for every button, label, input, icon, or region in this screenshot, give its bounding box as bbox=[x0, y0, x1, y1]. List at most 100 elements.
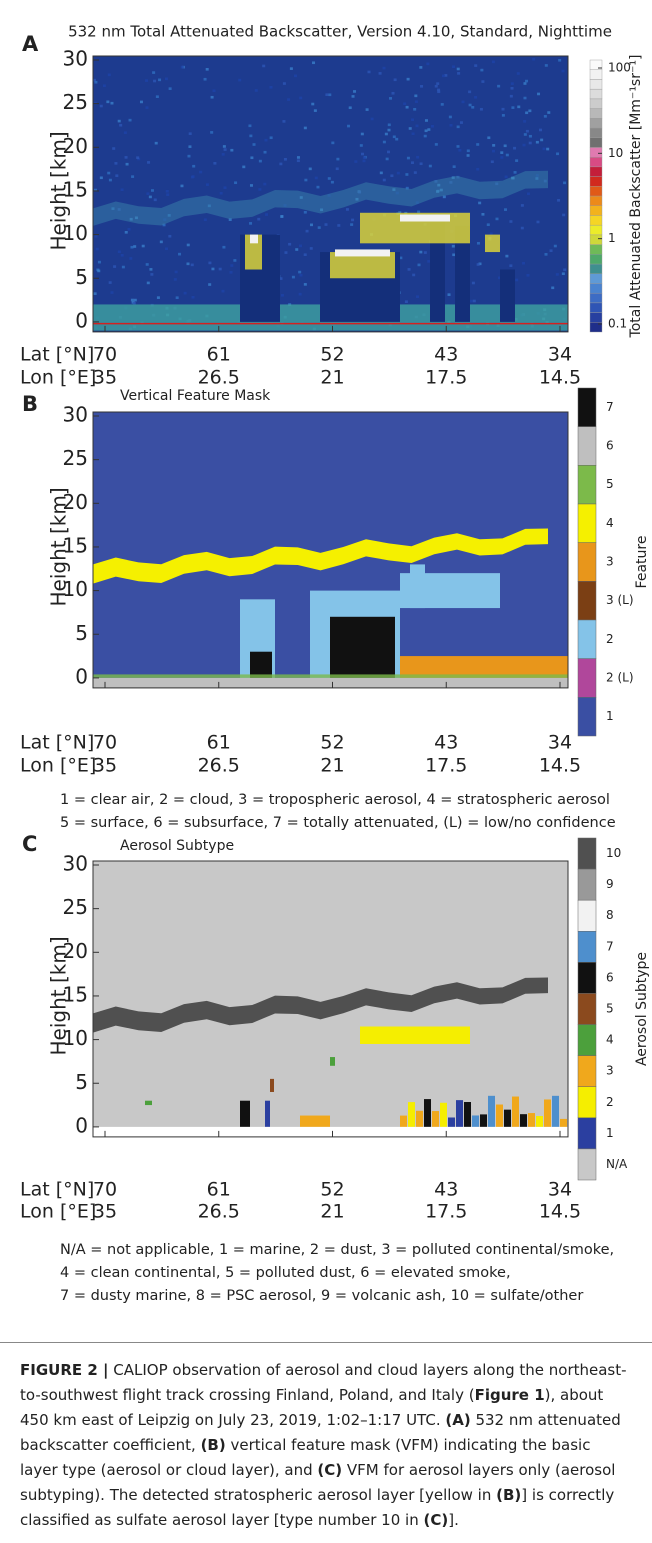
curtain-feature bbox=[330, 616, 395, 678]
curtain-feature bbox=[252, 143, 256, 146]
curtain-feature bbox=[526, 192, 530, 196]
curtain-feature bbox=[398, 211, 402, 214]
colorbar-tick-label: 6 bbox=[606, 970, 614, 984]
curtain-feature bbox=[448, 115, 452, 119]
curtain-feature bbox=[416, 295, 420, 298]
curtain-feature bbox=[152, 71, 156, 74]
curtain-feature bbox=[452, 165, 456, 168]
colorbar-swatch bbox=[589, 186, 603, 197]
colorbar-swatch bbox=[589, 215, 603, 226]
curtain-feature bbox=[480, 68, 484, 72]
lat-tick-label: 52 bbox=[320, 1179, 344, 1201]
curtain-feature bbox=[146, 192, 150, 195]
lon-tick-label: 35 bbox=[93, 1201, 117, 1223]
colorbar-swatch bbox=[589, 98, 603, 109]
caption: FIGURE 2 | CALIOP observation of aerosol… bbox=[20, 1358, 632, 1533]
curtain-feature bbox=[211, 267, 215, 271]
legend-line: 4 = clean continental, 5 = polluted dust… bbox=[60, 1265, 511, 1281]
curtain-feature bbox=[490, 160, 494, 164]
curtain-feature bbox=[466, 149, 470, 153]
lat-tick-label: 43 bbox=[434, 732, 458, 754]
lat-tick-label: 61 bbox=[207, 1179, 231, 1201]
curtain-feature bbox=[410, 564, 425, 609]
colorbar-tick-label: 9 bbox=[606, 877, 614, 891]
curtain-feature bbox=[434, 143, 438, 146]
curtain-feature bbox=[328, 93, 332, 97]
curtain-feature bbox=[166, 193, 170, 196]
colorbar-label: Feature bbox=[634, 536, 650, 589]
curtain-feature bbox=[430, 217, 445, 322]
curtain-feature bbox=[413, 171, 417, 174]
curtain-feature bbox=[203, 218, 207, 222]
curtain-feature bbox=[510, 82, 514, 85]
curtain-feature bbox=[515, 159, 519, 162]
curtain-feature bbox=[420, 85, 424, 88]
curtain-feature bbox=[188, 132, 192, 135]
curtain-feature bbox=[461, 100, 465, 104]
curtain-feature bbox=[551, 286, 555, 290]
curtain-feature bbox=[552, 1095, 559, 1127]
curtain-feature bbox=[360, 132, 364, 136]
curtain-feature bbox=[464, 1102, 471, 1127]
colorbar-swatch bbox=[589, 127, 603, 138]
caption-bold: FIGURE 2 | bbox=[20, 1361, 109, 1379]
curtain-feature bbox=[124, 231, 128, 234]
curtain-feature bbox=[205, 183, 209, 186]
curtain-feature bbox=[472, 1115, 479, 1127]
curtain-feature bbox=[393, 78, 397, 82]
curtain-feature bbox=[164, 77, 168, 81]
curtain-feature bbox=[360, 152, 364, 156]
y-tick-label: 0 bbox=[75, 1113, 88, 1137]
colorbar-tick-label: 1 bbox=[606, 1126, 614, 1140]
curtain-feature bbox=[561, 272, 565, 276]
curtain-feature bbox=[427, 128, 431, 131]
colorbar-swatch bbox=[577, 837, 597, 870]
curtain-feature bbox=[141, 244, 145, 248]
curtain-feature bbox=[563, 268, 567, 272]
curtain-feature bbox=[117, 119, 121, 123]
lon-label: Lon [°E] bbox=[20, 1201, 96, 1223]
lat-tick-label: 70 bbox=[93, 732, 117, 754]
y-tick-label: 25 bbox=[63, 446, 88, 470]
curtain-feature bbox=[489, 232, 493, 235]
curtain-feature bbox=[242, 165, 246, 169]
curtain-feature bbox=[337, 224, 341, 227]
colorbar-swatch bbox=[589, 59, 603, 70]
curtain-feature bbox=[282, 120, 286, 123]
curtain-feature bbox=[503, 208, 507, 211]
colorbar-swatch bbox=[589, 137, 603, 148]
y-tick-label: 15 bbox=[63, 533, 88, 557]
curtain-feature bbox=[520, 204, 524, 207]
curtain-feature bbox=[146, 281, 150, 285]
curtain-feature bbox=[411, 132, 415, 136]
curtain-feature bbox=[419, 162, 423, 166]
curtain-feature bbox=[270, 1078, 274, 1092]
colorbar-swatch bbox=[577, 697, 597, 737]
colorbar-swatch bbox=[577, 542, 597, 582]
curtain-feature bbox=[165, 247, 169, 251]
y-tick-label: 15 bbox=[63, 177, 88, 201]
curtain-feature bbox=[299, 273, 303, 277]
colorbar-swatch bbox=[577, 931, 597, 963]
lon-tick-label: 21 bbox=[320, 1201, 344, 1223]
curtain-feature bbox=[406, 77, 410, 81]
curtain-feature bbox=[145, 1100, 152, 1106]
legend-line: 1 = clear air, 2 = cloud, 3 = tropospher… bbox=[60, 792, 610, 808]
curtain-feature bbox=[471, 281, 475, 285]
curtain-feature bbox=[386, 150, 390, 154]
curtain-feature bbox=[299, 244, 303, 248]
caption-text: 532 nm attenuated backscatter coefficien… bbox=[20, 1411, 621, 1454]
curtain-feature bbox=[309, 223, 313, 227]
curtain-feature bbox=[410, 161, 414, 164]
divider bbox=[0, 1342, 652, 1343]
curtain-feature bbox=[406, 156, 410, 160]
lat-tick-label: 70 bbox=[93, 1179, 117, 1201]
curtain-feature bbox=[437, 90, 441, 94]
curtain-feature bbox=[308, 167, 312, 171]
curtain-feature bbox=[129, 217, 133, 221]
curtain-feature bbox=[525, 111, 529, 115]
curtain-feature bbox=[93, 78, 97, 82]
curtain-feature bbox=[320, 208, 324, 212]
colorbar-swatch bbox=[589, 283, 603, 294]
